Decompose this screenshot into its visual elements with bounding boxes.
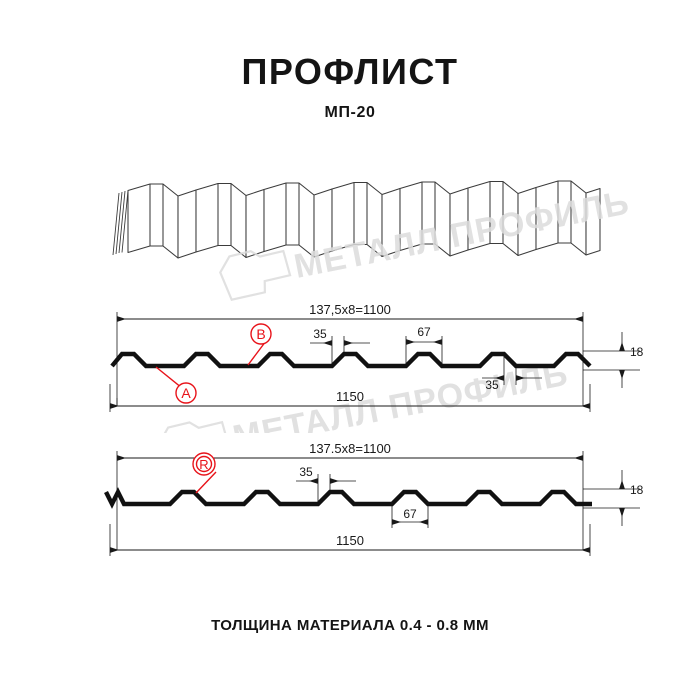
profile-outline-a xyxy=(110,351,592,369)
dimension-label-67-a: 67 xyxy=(417,325,431,339)
dimension-line-bottom-r xyxy=(109,524,591,556)
dimension-label-height-r: 18 xyxy=(630,483,644,497)
isometric-view xyxy=(112,180,601,259)
sheet-edge-hatch xyxy=(112,190,129,256)
extension-lines-r xyxy=(116,451,640,550)
marker-b-label: B xyxy=(256,326,265,342)
corrugation-ribs xyxy=(127,180,601,259)
dimension-label-35-upper-a: 35 xyxy=(313,327,327,341)
header: ПРОФЛИСТ МП-20 xyxy=(0,52,700,123)
marker-a xyxy=(155,366,197,404)
detail-35-upper-a xyxy=(310,336,370,364)
profile-section-r: 137.5x8=1100 1150 35 xyxy=(104,441,644,556)
dimension-label-67-r: 67 xyxy=(403,507,417,521)
material-thickness-note: ТОЛЩИНА МАТЕРИАЛА 0.4 - 0.8 ММ xyxy=(211,617,489,634)
dimension-label-bottom-r: 1150 xyxy=(336,533,364,548)
detail-35-lower-a xyxy=(482,356,542,385)
page-title: ПРОФЛИСТ xyxy=(241,51,459,92)
dimension-label-top-a: 137,5x8=1100 xyxy=(309,302,391,317)
dimension-label-35-upper-r: 35 xyxy=(299,465,313,479)
marker-a-label: A xyxy=(181,385,191,401)
dimension-label-top-r: 137.5x8=1100 xyxy=(309,441,391,456)
detail-67-a xyxy=(405,336,443,364)
marker-r xyxy=(192,452,217,494)
marker-b xyxy=(247,323,272,366)
dimension-label-35-lower-a: 35 xyxy=(485,378,499,392)
watermark-logo-icon-2 xyxy=(157,420,231,433)
footer: ТОЛЩИНА МАТЕРИАЛА 0.4 - 0.8 ММ xyxy=(0,617,700,634)
dimension-label-bottom-a: 1150 xyxy=(336,389,364,404)
profile-outline-r xyxy=(104,487,592,509)
dimension-label-height-a: 18 xyxy=(630,345,644,359)
detail-67-r xyxy=(391,502,429,528)
marker-r-label: R xyxy=(199,457,208,472)
detail-35-upper-r xyxy=(296,474,356,502)
page-subtitle: МП-20 xyxy=(324,104,376,121)
dimension-line-bottom-a xyxy=(109,384,591,412)
profile-section-a: МЕТАЛЛ ПРОФИЛЬ 137, xyxy=(109,302,644,433)
